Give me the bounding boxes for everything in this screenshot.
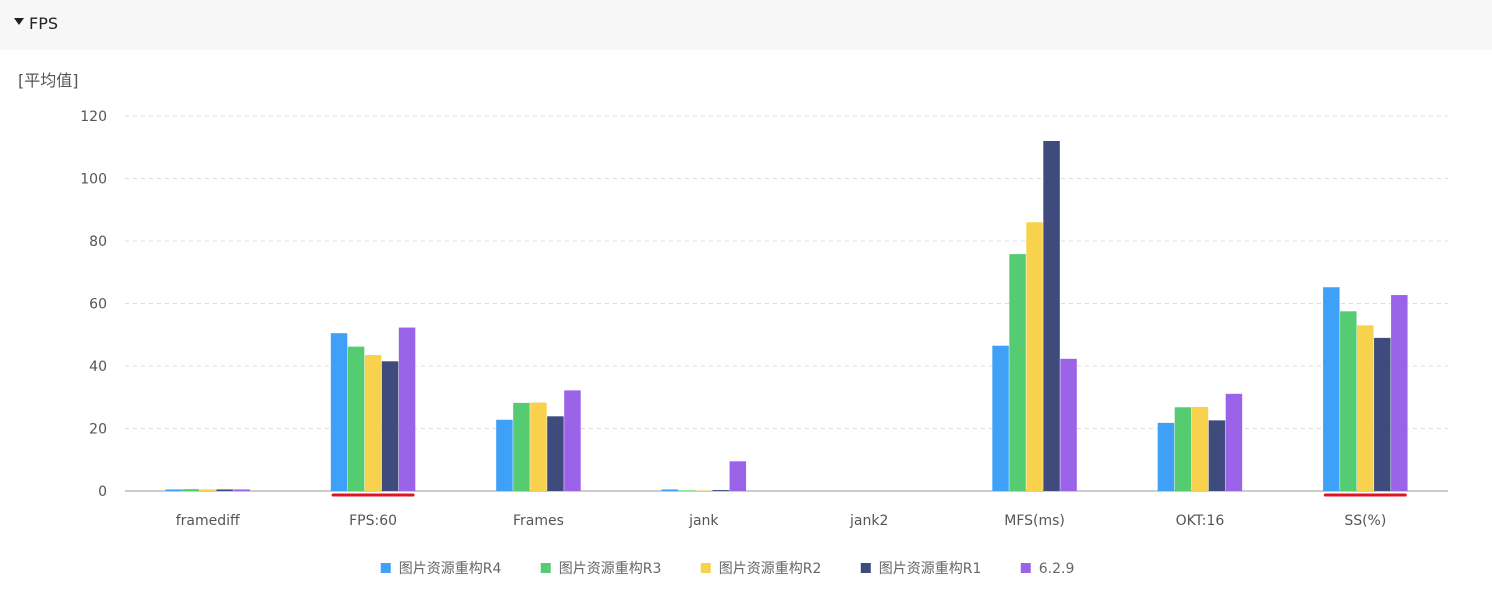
legend-label: 图片资源重构R3 [559, 561, 662, 577]
bar [1026, 222, 1043, 491]
bar [1208, 420, 1226, 491]
bar [1323, 287, 1340, 491]
y-tick-label: 20 [89, 422, 107, 438]
legend-label: 图片资源重构R1 [879, 561, 982, 577]
panel-title: FPS [29, 14, 59, 33]
x-tick-label: jank2 [849, 513, 888, 529]
bar [330, 333, 348, 491]
panel-header[interactable]: FPS [0, 0, 1492, 50]
legend-swatch [380, 563, 391, 573]
legend-swatch [860, 563, 871, 573]
x-tick-label: Frames [513, 513, 564, 529]
bar [1374, 337, 1391, 491]
bar [216, 489, 233, 491]
y-tick-label: 40 [89, 359, 107, 375]
legend-label: 6.2.9 [1039, 561, 1075, 577]
bar [992, 345, 1009, 491]
x-tick-label: SS(%) [1344, 513, 1386, 529]
bar [233, 489, 250, 491]
x-tick-label: FPS:60 [349, 513, 397, 529]
bar [513, 402, 530, 491]
bar [1225, 393, 1243, 491]
bar [661, 489, 679, 491]
bar [199, 489, 216, 491]
y-tick-label: 60 [89, 297, 107, 313]
bar [1060, 358, 1077, 491]
x-tick-label: jank [688, 513, 719, 529]
bar [165, 489, 182, 491]
x-tick-label: framediff [176, 513, 240, 529]
aggregation-label: [平均值] [18, 71, 79, 90]
legend-swatch [1020, 563, 1031, 573]
bar [1340, 311, 1357, 491]
y-tick-label: 120 [80, 109, 107, 125]
x-tick-label: MFS(ms) [1004, 513, 1065, 529]
bar [1191, 406, 1209, 491]
bar [496, 419, 513, 491]
bar [381, 361, 399, 491]
bar [530, 402, 547, 491]
x-tick-label: OKT:16 [1176, 513, 1225, 529]
bar [1357, 325, 1374, 491]
bar [1157, 422, 1175, 491]
bar [729, 461, 747, 491]
bar [1391, 295, 1408, 491]
caret-down-icon[interactable] [14, 18, 24, 25]
bar [398, 327, 416, 491]
bar [364, 355, 382, 491]
bar [1043, 141, 1060, 491]
bar [678, 490, 696, 491]
legend-label: 图片资源重构R4 [399, 561, 502, 577]
bar [182, 489, 199, 491]
y-tick-label: 80 [89, 234, 107, 250]
bar [547, 416, 564, 491]
y-tick-label: 0 [98, 484, 107, 500]
bar [1009, 254, 1026, 491]
bar [564, 390, 581, 491]
y-tick-label: 100 [80, 172, 107, 188]
bar [1174, 407, 1192, 491]
bar [347, 346, 365, 491]
legend-swatch [540, 563, 551, 573]
legend-swatch [700, 563, 711, 573]
legend-label: 图片资源重构R2 [719, 561, 822, 577]
bar [712, 490, 730, 491]
